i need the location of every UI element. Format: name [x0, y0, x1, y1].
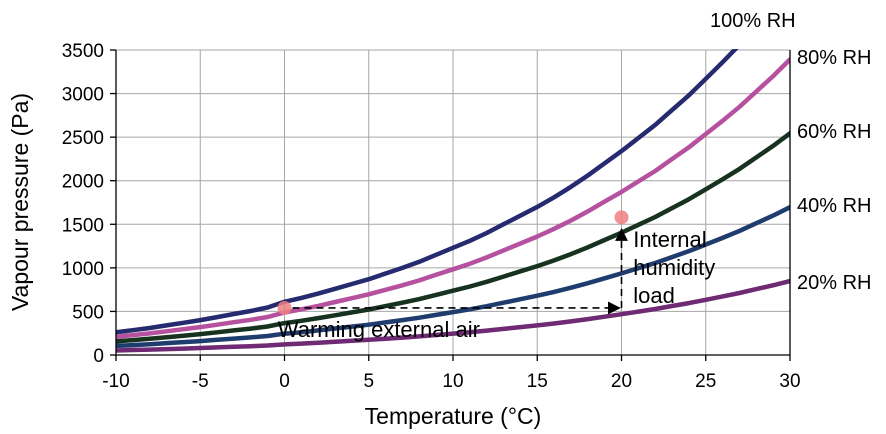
end-point-marker: [614, 210, 629, 225]
x-tick-label: -5: [192, 371, 209, 392]
series-label-60-rh: 60% RH: [797, 121, 871, 143]
start-point-marker: [277, 300, 292, 315]
warming-label: Warming external air: [278, 317, 480, 342]
x-tick-label: 30: [779, 371, 800, 392]
series-line-80-rh: [116, 57, 790, 340]
axes: [110, 49, 791, 361]
x-axis-title: Temperature (°C): [365, 403, 542, 429]
series-layer: [116, 49, 790, 353]
y-tick-label: 2500: [62, 128, 104, 149]
y-axis-title: Vapour pressure (Pa): [7, 93, 33, 311]
series-label-20-rh: 20% RH: [797, 272, 871, 294]
series-label-40-rh: 40% RH: [797, 195, 871, 217]
y-tick-label: 3500: [62, 41, 104, 62]
humidity-label-line: Internal: [633, 227, 706, 252]
y-tick-label: 3000: [62, 85, 104, 106]
series-label-80-rh: 80% RH: [797, 47, 871, 69]
x-tick-label: 10: [442, 371, 463, 392]
annotations: [277, 210, 629, 315]
x-tick-label: -10: [102, 371, 129, 392]
y-tick-label: 0: [93, 346, 104, 367]
x-tick-label: 0: [279, 371, 290, 392]
humidity-label-line: load: [633, 283, 675, 308]
series-line-100-rh: [116, 49, 739, 335]
series-line-20-rh: [116, 278, 790, 353]
y-tick-label: 2000: [62, 172, 104, 193]
series-line-60-rh: [116, 131, 790, 344]
humidity-label-line: humidity: [633, 255, 715, 280]
x-tick-label: 15: [527, 371, 548, 392]
x-tick-label: 25: [695, 371, 716, 392]
x-tick-label: 20: [611, 371, 632, 392]
y-tick-label: 1500: [62, 215, 104, 236]
y-tick-label: 1000: [62, 259, 104, 280]
labels: -10 -5 0 5 10 15 20 25 30 0 500 1000 1500 2000 2500 300…: [62, 10, 872, 392]
series-label-100-rh: 100% RH: [710, 10, 796, 32]
series-line-40-rh: [116, 204, 790, 349]
y-tick-label: 500: [72, 302, 104, 323]
x-tick-label: 5: [363, 371, 374, 392]
